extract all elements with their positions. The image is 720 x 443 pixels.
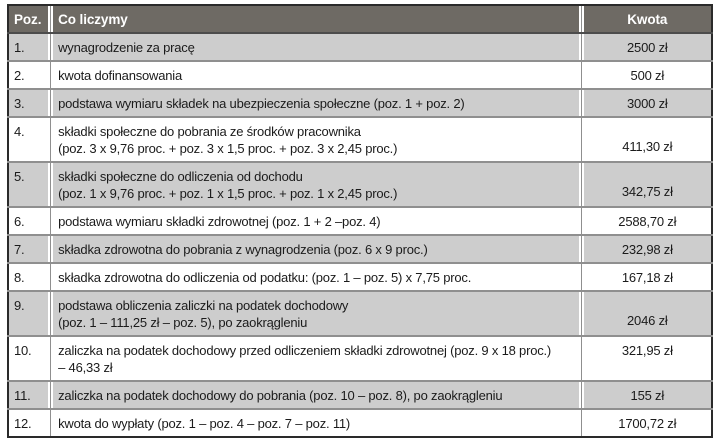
column-separator xyxy=(48,32,54,61)
column-separator xyxy=(578,408,584,437)
row-description: składki społeczne do pobrania ze środków… xyxy=(53,116,579,162)
column-separator xyxy=(578,60,584,89)
payroll-table: Poz. Co liczymy Kwota 1. wynagrodzenie za… xyxy=(7,4,713,438)
description-line: składki społeczne do pobrania ze środków… xyxy=(58,124,361,139)
column-separator xyxy=(48,206,54,235)
description-line: podstawa wymiaru składek na ubezpieczeni… xyxy=(58,96,465,111)
description-line: zaliczka na podatek dochodowy do pobrani… xyxy=(58,388,503,403)
row-number: 2. xyxy=(8,60,49,89)
row-number: 12. xyxy=(8,408,49,437)
row-amount: 2046 zł xyxy=(583,290,712,336)
row-number: 6. xyxy=(8,206,49,235)
row-number: 4. xyxy=(8,116,49,162)
row-number: 9. xyxy=(8,290,49,336)
row-number: 10. xyxy=(8,335,49,381)
description-line: zaliczka na podatek dochodowy przed odli… xyxy=(58,343,552,358)
column-separator xyxy=(48,408,54,437)
payroll-table-body: 1. wynagrodzenie za pracę 2500 zł 2. kwota d… xyxy=(8,32,712,437)
row-number: 3. xyxy=(8,88,49,117)
column-separator xyxy=(48,380,54,409)
description-line: – 46,33 zł xyxy=(58,360,113,375)
column-separator xyxy=(578,116,584,162)
table-row: 2. kwota dofinansowania 500 zł xyxy=(8,60,712,89)
header-kwota: Kwota xyxy=(583,5,712,34)
description-line: składki społeczne do odliczenia od docho… xyxy=(58,169,303,184)
table-row: 5. składki społeczne do odliczenia od doc… xyxy=(8,161,712,207)
row-amount: 1700,72 zł xyxy=(583,408,712,437)
column-separator xyxy=(578,206,584,235)
column-separator xyxy=(48,60,54,89)
column-separator xyxy=(578,262,584,291)
column-separator xyxy=(578,335,584,381)
header-co-liczymy: Co liczymy xyxy=(53,5,579,34)
table-row: 4. składki społeczne do pobrania ze środk… xyxy=(8,116,712,162)
description-line: podstawa wymiaru składki zdrowotnej (poz… xyxy=(58,214,381,229)
column-separator xyxy=(578,234,584,263)
row-description: zaliczka na podatek dochodowy przed odli… xyxy=(53,335,579,381)
row-amount: 411,30 zł xyxy=(583,116,712,162)
row-description: podstawa wymiaru składek na ubezpieczeni… xyxy=(53,88,579,117)
column-separator xyxy=(578,88,584,117)
description-line: (poz. 3 x 9,76 proc. + poz. 3 x 1,5 proc… xyxy=(58,141,398,156)
column-separator xyxy=(48,161,54,207)
row-description: składka zdrowotna do odliczenia od podat… xyxy=(53,262,579,291)
table-row: 11. zaliczka na podatek dochodowy do pobr… xyxy=(8,380,712,409)
row-amount: 155 zł xyxy=(583,380,712,409)
row-description: kwota do wypłaty (poz. 1 – poz. 4 – poz.… xyxy=(53,408,579,437)
row-amount: 232,98 zł xyxy=(583,234,712,263)
row-amount: 321,95 zł xyxy=(583,335,712,381)
table-row: 3. podstawa wymiaru składek na ubezpiecze… xyxy=(8,88,712,117)
table-row: 8. składka zdrowotna do odliczenia od pod… xyxy=(8,262,712,291)
row-description: składka zdrowotna do pobrania z wynagrod… xyxy=(53,234,579,263)
table-row: 6. podstawa wymiaru składki zdrowotnej (p… xyxy=(8,206,712,235)
description-line: (poz. 1 x 9,76 proc. + poz. 1 x 1,5 proc… xyxy=(58,186,398,201)
column-separator xyxy=(48,234,54,263)
description-line: kwota dofinansowania xyxy=(58,68,183,83)
row-amount: 167,18 zł xyxy=(583,262,712,291)
header-poz: Poz. xyxy=(8,5,49,34)
column-separator xyxy=(48,5,54,34)
row-description: podstawa wymiaru składki zdrowotnej (poz… xyxy=(53,206,579,235)
table-row: 10. zaliczka na podatek dochodowy przed o… xyxy=(8,335,712,381)
description-line: (poz. 1 – 111,25 zł – poz. 5), po zaokrą… xyxy=(58,315,308,330)
description-line: wynagrodzenie za pracę xyxy=(58,40,195,55)
column-separator xyxy=(48,262,54,291)
row-number: 5. xyxy=(8,161,49,207)
description-line: kwota do wypłaty (poz. 1 – poz. 4 – poz.… xyxy=(58,416,351,431)
description-line: składka zdrowotna do pobrania z wynagrod… xyxy=(58,242,428,257)
column-separator xyxy=(48,116,54,162)
row-number: 8. xyxy=(8,262,49,291)
column-separator xyxy=(578,5,584,34)
row-amount: 3000 zł xyxy=(583,88,712,117)
row-description: wynagrodzenie za pracę xyxy=(53,32,579,61)
row-description: składki społeczne do odliczenia od docho… xyxy=(53,161,579,207)
row-amount: 342,75 zł xyxy=(583,161,712,207)
column-separator xyxy=(48,290,54,336)
row-number: 7. xyxy=(8,234,49,263)
row-number: 1. xyxy=(8,32,49,61)
column-separator xyxy=(48,88,54,117)
row-amount: 2500 zł xyxy=(583,32,712,61)
table-row: 9. podstawa obliczenia zaliczki na podate… xyxy=(8,290,712,336)
row-description: zaliczka na podatek dochodowy do pobrani… xyxy=(53,380,579,409)
row-description: kwota dofinansowania xyxy=(53,60,579,89)
table-row: 12. kwota do wypłaty (poz. 1 – poz. 4 – p… xyxy=(8,408,712,437)
table-header-row: Poz. Co liczymy Kwota xyxy=(8,5,712,34)
table-row: 1. wynagrodzenie za pracę 2500 zł xyxy=(8,32,712,61)
column-separator xyxy=(578,161,584,207)
table-row: 7. składka zdrowotna do pobrania z wynagr… xyxy=(8,234,712,263)
column-separator xyxy=(578,32,584,61)
row-amount: 500 zł xyxy=(583,60,712,89)
description-line: składka zdrowotna do odliczenia od podat… xyxy=(58,270,472,285)
column-separator xyxy=(578,380,584,409)
row-amount: 2588,70 zł xyxy=(583,206,712,235)
column-separator xyxy=(578,290,584,336)
column-separator xyxy=(48,335,54,381)
row-description: podstawa obliczenia zaliczki na podatek … xyxy=(53,290,579,336)
description-line: podstawa obliczenia zaliczki na podatek … xyxy=(58,298,349,313)
row-number: 11. xyxy=(8,380,49,409)
